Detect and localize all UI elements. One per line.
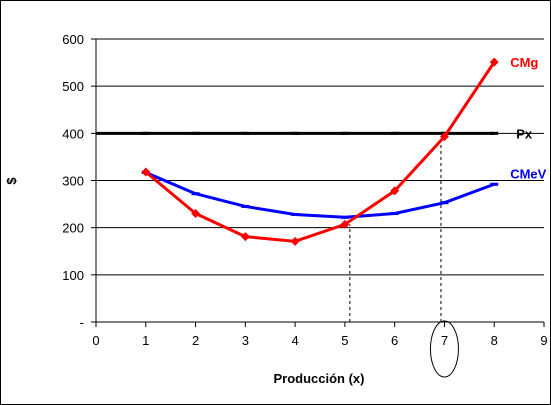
series-line-cmg (144, 61, 496, 243)
data-point-cmg (489, 57, 499, 67)
x-tick-label: 4 (291, 333, 298, 348)
data-point-cmg (390, 186, 400, 196)
y-tick-label: 300 (62, 174, 84, 189)
x-tick-label: 3 (242, 333, 249, 348)
y-axis-title: $ (4, 177, 19, 185)
x-tick-label: 2 (192, 333, 199, 348)
series-label-cmev: CMeV (510, 166, 546, 181)
tick-labels: - 100 200 300 400 500 600 0 1 2 3 4 5 6 7 8 9 (62, 32, 547, 348)
data-point-cmg (340, 219, 350, 229)
x-tick-label: 8 (491, 333, 498, 348)
y-tick-label: - (80, 315, 84, 330)
y-tick-label: 500 (62, 79, 84, 94)
y-tick-label: 200 (62, 221, 84, 236)
annotations (349, 136, 459, 378)
x-tick-label: 6 (391, 333, 398, 348)
x-tick-label: 5 (341, 333, 348, 348)
x-axis-title: Producción (x) (273, 371, 364, 386)
series-label-px: Px (516, 126, 533, 141)
axes (91, 38, 545, 327)
data-point-cmg (439, 132, 449, 142)
y-tick-label: 100 (62, 268, 84, 283)
y-tick-label: 400 (62, 126, 84, 141)
data-point-cmg (240, 232, 250, 242)
series-label-cmg: CMg (510, 55, 538, 70)
data-point-cmg (141, 167, 151, 177)
x-tick-label: 9 (540, 333, 547, 348)
data-point-cmg (290, 236, 300, 246)
highlight-ellipse (429, 320, 459, 378)
data-point-cmg (191, 209, 201, 219)
series-layer (96, 57, 499, 246)
gridlines (96, 38, 544, 276)
x-tick-label: 7 (441, 333, 448, 348)
x-tick-label: 0 (92, 333, 99, 348)
y-tick-label: 600 (62, 32, 84, 47)
x-tick-label: 1 (142, 333, 149, 348)
series-labels: Px CMeV CMg (510, 55, 546, 181)
series-line-cmev (145, 171, 495, 219)
